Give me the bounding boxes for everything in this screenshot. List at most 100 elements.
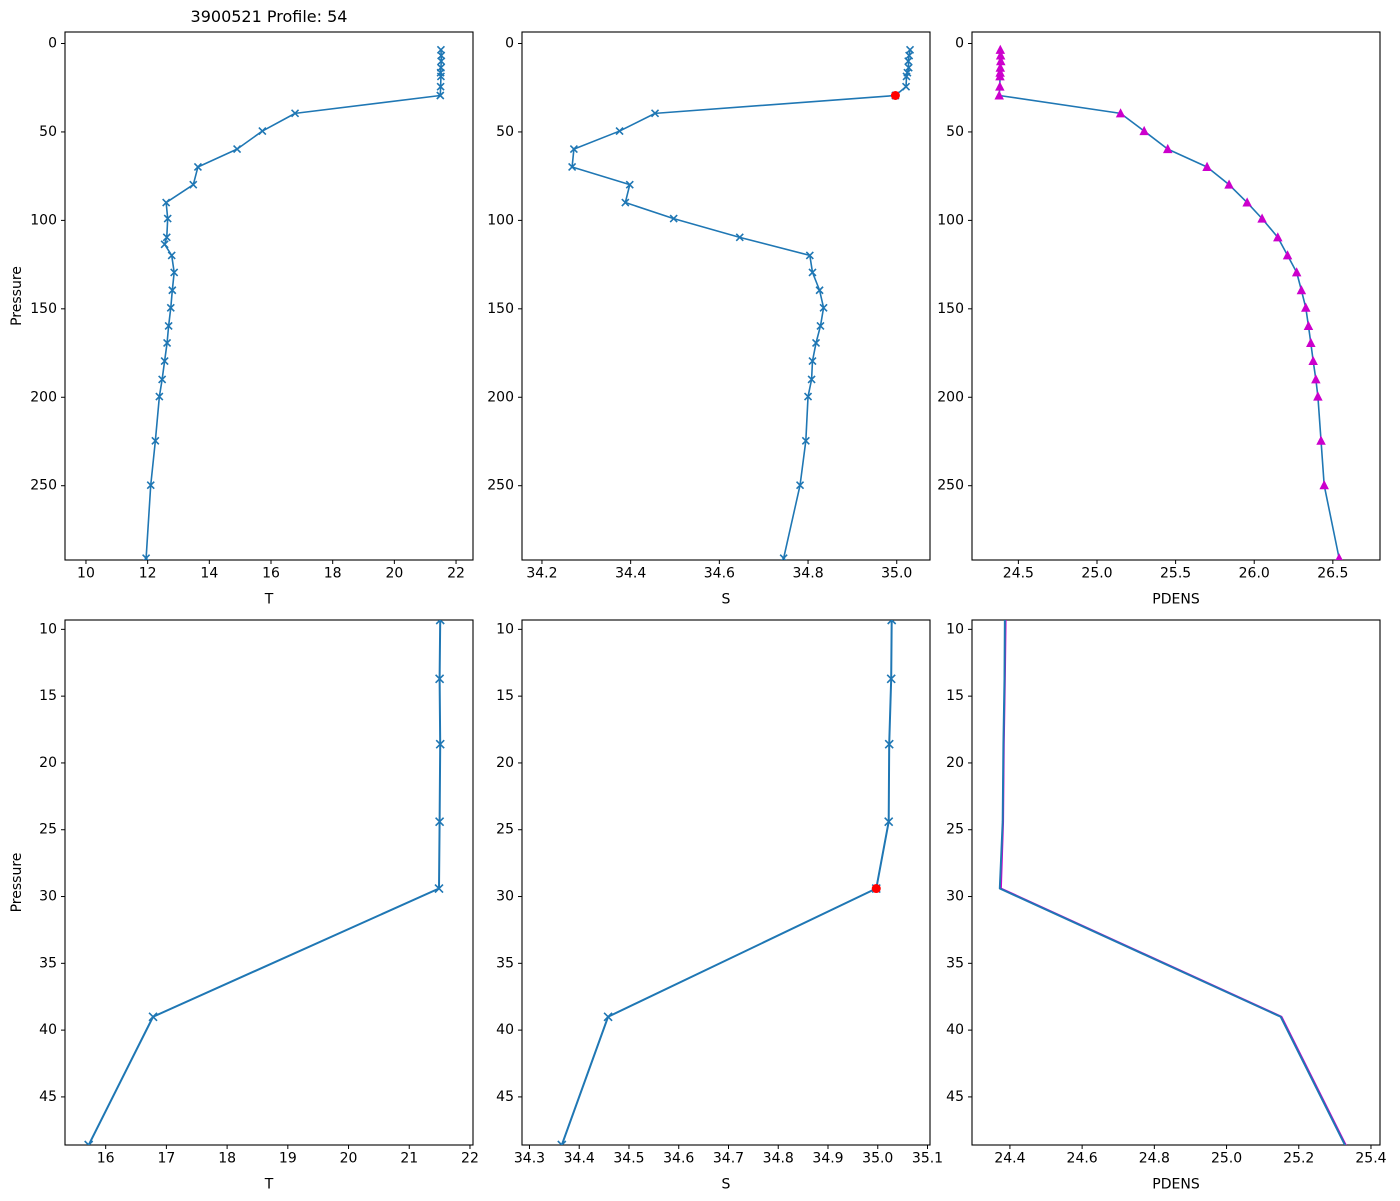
x-axis-label: T [264, 592, 274, 608]
axis-ticks: 16 17 18 19 20 21 22 10 15 20 25 30 35 40 45 [39, 621, 479, 1166]
y-tick-label: 35 [496, 955, 514, 971]
plot-area [557, 620, 897, 1145]
plot-panel-bottom-middle-salinity-zoom: 34.3 34.4 34.5 34.6 34.7 34.8 34.9 35.0 35.1 10 15… [460, 590, 946, 1201]
y-tick-label: 200 [30, 389, 57, 405]
x-tick-label: 34.6 [704, 566, 735, 582]
y-tick-label: 150 [937, 301, 964, 317]
y-tick-label: 35 [946, 955, 964, 971]
x-tick-label: 19 [279, 1151, 297, 1167]
x-axis-label: PDENS [1152, 1177, 1200, 1193]
axis-ticks: 34.2 34.4 34.6 34.8 35.0 0 50 100 150 200 250 [487, 35, 912, 581]
plot-area [142, 45, 446, 560]
x-tick-label: 12 [139, 566, 157, 582]
x-tick-label: 16 [262, 566, 280, 582]
x-tick-label: 34.3 [514, 1151, 545, 1167]
data-markers-x [568, 45, 915, 560]
plot-frame [64, 31, 474, 561]
y-tick-label: 45 [39, 1089, 57, 1105]
axis-ticks: 34.3 34.4 34.5 34.6 34.7 34.8 34.9 35.0 35.1 10 15… [496, 621, 943, 1166]
x-tick-label: 10 [77, 566, 95, 582]
y-axis-label: Pressure [9, 266, 25, 326]
y-tick-label: 200 [937, 389, 964, 405]
x-tick-label: 34.8 [763, 1151, 794, 1167]
x-tick-label: 24.6 [1067, 1151, 1098, 1167]
y-tick-label: 0 [505, 35, 514, 51]
x-tick-label: 18 [324, 566, 342, 582]
y-tick-label: 250 [30, 478, 57, 494]
x-tick-label: 34.4 [564, 1151, 595, 1167]
x-tick-label: 34.2 [526, 566, 557, 582]
data-markers-x [84, 620, 445, 1145]
plot-area [84, 620, 445, 1145]
x-tick-label: 25.5 [1160, 566, 1191, 582]
y-tick-label: 150 [30, 301, 57, 317]
x-tick-label: 24.4 [994, 1151, 1025, 1167]
x-tick-label: 22 [447, 566, 465, 582]
x-tick-label: 21 [400, 1151, 418, 1167]
y-tick-label: 25 [496, 822, 514, 838]
plot-frame [521, 619, 931, 1146]
x-tick-label: 35.0 [881, 566, 912, 582]
y-tick-label: 15 [496, 688, 514, 704]
y-tick-label: 15 [946, 688, 964, 704]
y-tick-label: 50 [496, 124, 514, 140]
x-tick-label: 25.0 [1211, 1151, 1242, 1167]
plot-area [994, 44, 1343, 560]
x-tick-label: 25.2 [1283, 1151, 1314, 1167]
y-tick-label: 50 [946, 124, 964, 140]
y-tick-label: 250 [937, 478, 964, 494]
x-tick-label: 14 [200, 566, 218, 582]
y-tick-label: 0 [48, 35, 57, 51]
plot-panel-bottom-right-potential-density-zoom: 24.4 24.6 24.8 25.0 25.2 25.4 10 15 20 25 30 35 40 45… [910, 590, 1396, 1201]
y-tick-label: 30 [39, 889, 57, 905]
x-tick-label: 24.8 [1139, 1151, 1170, 1167]
x-tick-label: 34.4 [615, 566, 646, 582]
y-tick-label: 40 [496, 1022, 514, 1038]
figure-title: 3900521 Profile: 54 [191, 7, 348, 26]
y-tick-label: 50 [39, 124, 57, 140]
y-tick-label: 45 [946, 1089, 964, 1105]
x-tick-label: 35.0 [862, 1151, 893, 1167]
x-tick-label: 34.8 [792, 566, 823, 582]
y-tick-label: 10 [39, 621, 57, 637]
axis-ticks: 24.5 25.0 25.5 26.0 26.5 0 50 100 150 200 250 [937, 35, 1348, 581]
y-tick-label: 100 [937, 212, 964, 228]
x-tick-label: 34.7 [713, 1151, 744, 1167]
x-tick-label: 35.1 [912, 1151, 943, 1167]
y-tick-label: 150 [487, 301, 514, 317]
plot-frame [521, 31, 931, 561]
x-tick-label: 25.0 [1081, 566, 1112, 582]
plot-frame [971, 31, 1381, 561]
x-axis-label: S [722, 1177, 731, 1193]
y-tick-label: 100 [487, 212, 514, 228]
y-tick-label: 20 [946, 755, 964, 771]
y-tick-label: 10 [496, 621, 514, 637]
y-tick-label: 30 [946, 889, 964, 905]
x-tick-label: 20 [340, 1151, 358, 1167]
data-markers-triangle [994, 44, 1343, 560]
plot-panel-top-right-potential-density: 24.5 25.0 25.5 26.0 26.5 0 50 100 150 200 250 PDENS [910, 2, 1396, 616]
y-tick-label: 250 [487, 478, 514, 494]
axis-ticks: 10 12 14 16 18 20 22 0 50 100 150 200 250 [30, 35, 465, 581]
data-series-line-PDENS-blue [998, 620, 1346, 1145]
x-axis-label: PDENS [1152, 592, 1200, 608]
y-tick-label: 20 [496, 755, 514, 771]
highlight-point-flagged-sample [871, 884, 881, 894]
plot-frame [64, 619, 474, 1146]
y-tick-label: 25 [946, 822, 964, 838]
y-axis-label: Pressure [9, 853, 25, 913]
x-tick-label: 26.0 [1239, 566, 1270, 582]
x-tick-label: 22 [461, 1151, 479, 1167]
y-tick-label: 20 [39, 755, 57, 771]
y-tick-label: 45 [496, 1089, 514, 1105]
plot-area [568, 45, 915, 560]
x-tick-label: 17 [157, 1151, 175, 1167]
x-tick-label: 24.5 [1003, 566, 1034, 582]
plot-area [998, 620, 1347, 1145]
y-tick-label: 10 [946, 621, 964, 637]
x-axis-label: T [264, 1177, 274, 1193]
data-markers-x [142, 45, 446, 560]
x-tick-label: 18 [218, 1151, 236, 1167]
plot-panel-bottom-left-temperature-zoom: 16 17 18 19 20 21 22 10 15 20 25 30 35 40 45 T Pressure [3, 590, 489, 1201]
